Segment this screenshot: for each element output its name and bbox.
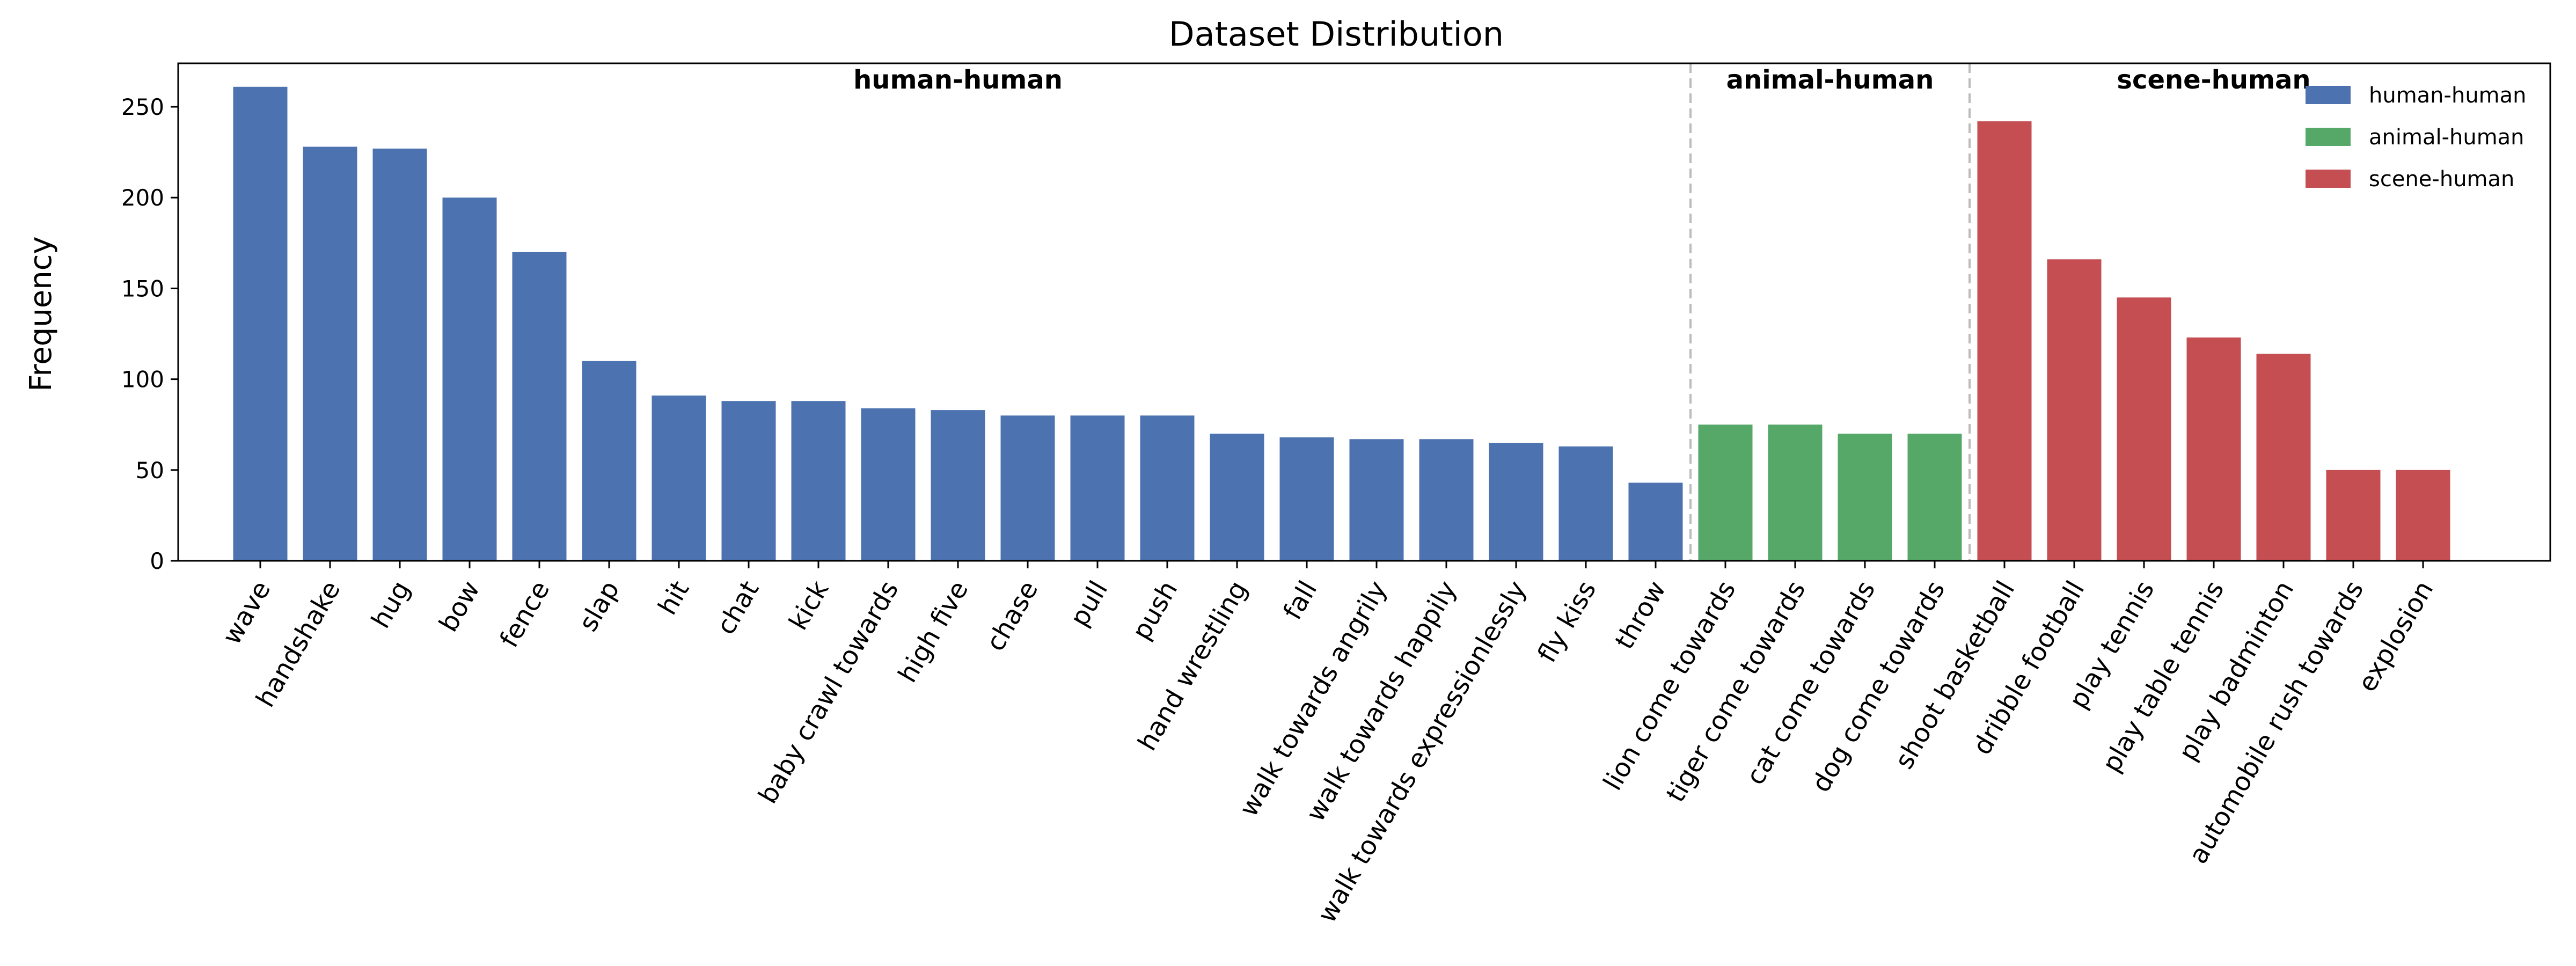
bar-high-five: [931, 410, 985, 561]
x-tick-label: cat come towards: [1740, 576, 1882, 790]
bar-fence: [512, 252, 567, 561]
bar-walk-towards-expressionlessly: [1489, 443, 1543, 561]
bar-walk-towards-happily: [1419, 439, 1474, 561]
bar-wave: [233, 86, 288, 561]
x-tick-label: baby crawl towards: [753, 576, 905, 809]
bar-fly-kiss: [1558, 446, 1613, 561]
bar-chat: [721, 401, 776, 561]
plot-frame: [177, 62, 2551, 562]
legend-label-scene-human: scene-human: [2369, 167, 2514, 192]
bar-dribble-football: [2047, 259, 2102, 561]
x-tick-label: dog come towards: [1806, 576, 1951, 797]
y-tick-label: 100: [121, 367, 164, 393]
x-tick-label: chat: [711, 576, 765, 640]
x-tick-label: hug: [365, 576, 416, 633]
bar-shoot-basketball: [1977, 121, 2032, 561]
bar-handshake: [303, 147, 357, 561]
bar-play-badminton: [2256, 354, 2311, 561]
group-label-animal-human: animal-human: [1726, 65, 1934, 95]
x-tick-label: kick: [783, 576, 835, 635]
legend-swatch-human-human: [2306, 86, 2351, 104]
bar-bow: [442, 197, 497, 561]
group-label-human-human: human-human: [853, 65, 1063, 95]
x-tick-label: fall: [1277, 576, 1323, 625]
bar-chase: [1000, 415, 1055, 561]
x-tick-label: wave: [217, 576, 277, 650]
legend: human-human animal-human scene-human: [2306, 83, 2527, 192]
bar-hug: [372, 148, 427, 561]
bar-fall: [1279, 437, 1334, 561]
bar-lion-come-towards: [1698, 425, 1753, 561]
bar-hand-wrestling: [1210, 434, 1264, 561]
group-label-scene-human: scene-human: [2117, 65, 2310, 95]
bar-cat-come-towards: [1838, 434, 1892, 561]
bar-explosion: [2396, 470, 2450, 561]
x-tick-label: lion come towards: [1598, 576, 1742, 795]
y-tick-label: 50: [136, 457, 164, 484]
chart-title: Dataset Distribution: [1169, 14, 1504, 54]
bar-pull: [1070, 415, 1125, 561]
bar-walk-towards-angrily: [1349, 439, 1404, 561]
legend-swatch-scene-human: [2306, 170, 2351, 188]
y-tick-label: 250: [121, 94, 164, 120]
bar-slap: [582, 361, 636, 561]
x-tick-label: push: [1126, 576, 1184, 645]
y-tick-label: 200: [121, 185, 164, 211]
x-tick-label: throw: [1609, 576, 1672, 654]
bar-play-tennis: [2117, 297, 2171, 561]
y-tick-label: 0: [150, 548, 164, 574]
bar-dog-come-towards: [1907, 434, 1962, 561]
x-tick-label: fence: [494, 576, 556, 653]
bar-kick: [791, 401, 846, 561]
bar-play-table-tennis: [2186, 337, 2241, 561]
legend-label-human-human: human-human: [2369, 83, 2527, 108]
bar-automobile-rush-towards: [2326, 470, 2381, 561]
x-tick-label: chase: [980, 576, 1044, 656]
legend-label-animal-human: animal-human: [2369, 125, 2524, 150]
bar-push: [1140, 415, 1195, 561]
bar-throw: [1628, 482, 1683, 561]
x-tick-label: slap: [573, 576, 626, 636]
bar-tiger-come-towards: [1768, 425, 1823, 561]
y-axis-label: Frequency: [24, 236, 58, 391]
x-tick-label: hit: [653, 576, 696, 620]
bar-hit: [652, 396, 706, 561]
bar-baby-crawl-towards: [861, 408, 916, 561]
x-tick-label: pull: [1064, 576, 1114, 632]
x-tick-label: high five: [892, 576, 975, 687]
y-tick-label: 150: [121, 275, 164, 302]
x-tick-label: fly kiss: [1532, 576, 1602, 668]
legend-swatch-animal-human: [2306, 128, 2351, 146]
x-tick-label: bow: [433, 576, 486, 637]
